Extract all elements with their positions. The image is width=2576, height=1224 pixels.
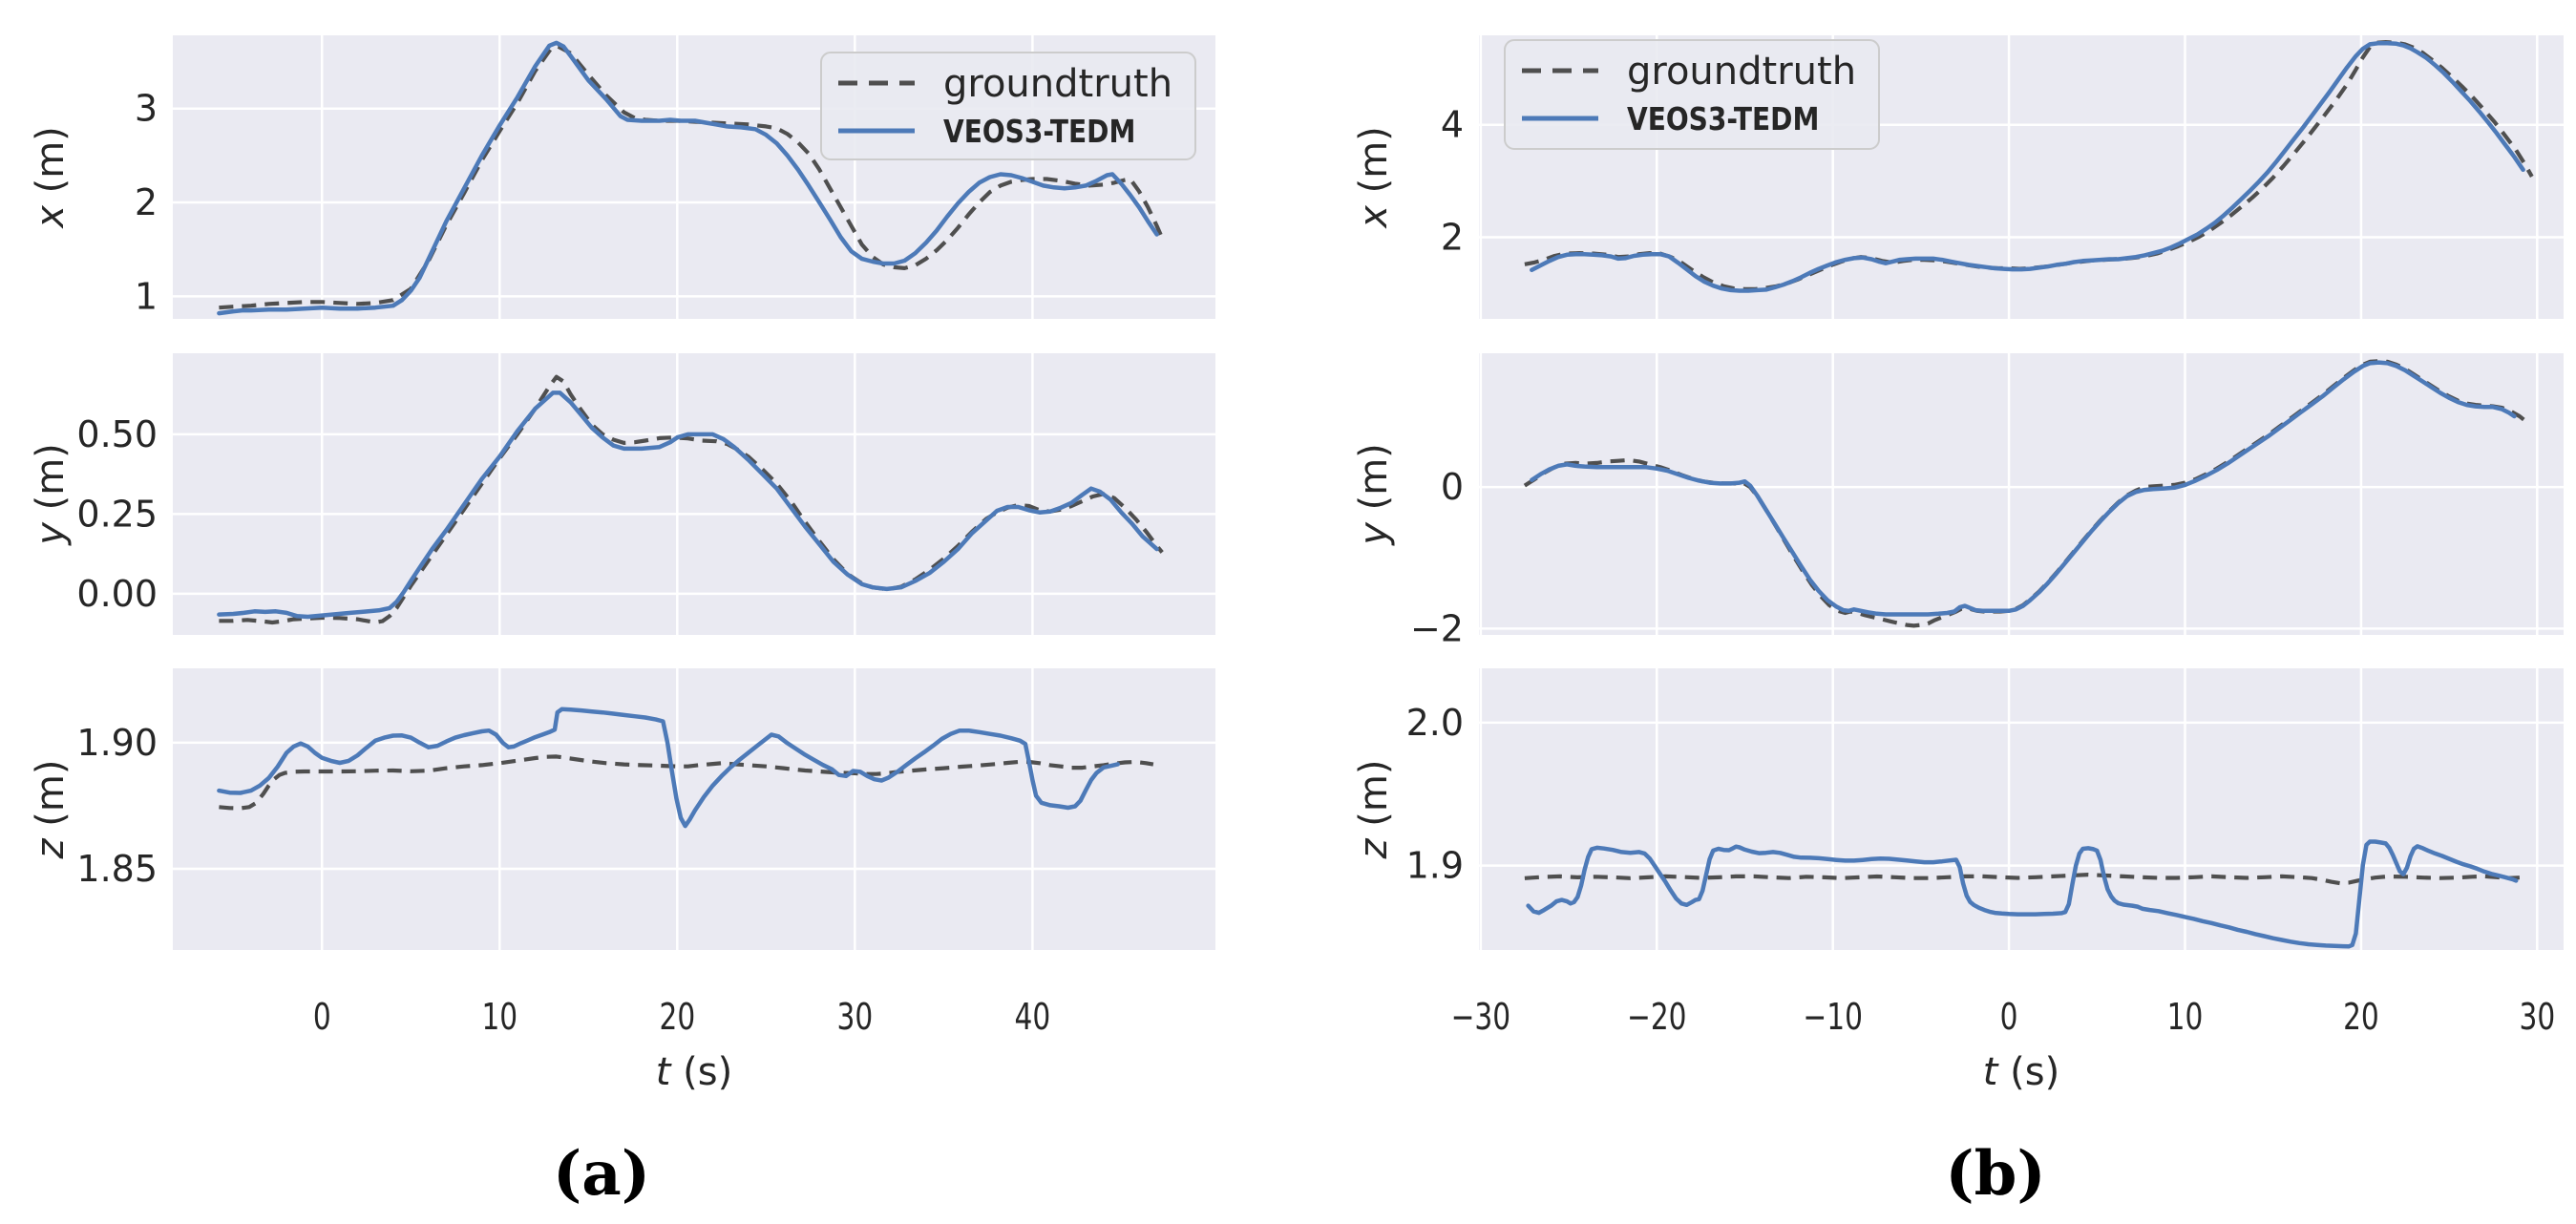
y-axis-label: z (m) bbox=[1352, 760, 1396, 860]
legend-box bbox=[1504, 39, 1880, 150]
y-tick-label: 0.25 bbox=[76, 493, 158, 535]
y-tick-label: 2 bbox=[1441, 217, 1464, 259]
groundtruth-line bbox=[219, 374, 1164, 625]
y-tick-label: 0.00 bbox=[76, 573, 158, 615]
caption-a: (a) bbox=[552, 1138, 651, 1210]
x-tick-label: 0 bbox=[2000, 996, 2018, 1039]
y-tick-label: 0 bbox=[1441, 466, 1464, 508]
x-tick-label: 10 bbox=[2167, 996, 2204, 1039]
veos3-tedm-line bbox=[217, 707, 1120, 829]
x-tick-label: 40 bbox=[1015, 996, 1051, 1039]
x-tick-label: −30 bbox=[1451, 996, 1511, 1039]
x-tick-label: 10 bbox=[481, 996, 517, 1039]
legend-label-veos3-tedm: VEOS3-TEDM bbox=[943, 115, 1135, 151]
x-tick-label: 30 bbox=[2519, 996, 2555, 1039]
veos3-tedm-line bbox=[1530, 40, 2525, 293]
y-axis-label: y (m) bbox=[1352, 443, 1396, 546]
plot-area bbox=[173, 353, 1215, 635]
y-tick-label: 3 bbox=[135, 88, 158, 130]
y-axis-label: y (m) bbox=[29, 443, 73, 546]
caption-b: (b) bbox=[1945, 1138, 2046, 1210]
groundtruth-line bbox=[1524, 873, 2520, 886]
x-tick-label: 30 bbox=[837, 996, 874, 1039]
x-tick-label: 20 bbox=[659, 996, 695, 1039]
x-axis-label: t (s) bbox=[1983, 1050, 2059, 1094]
veos3-tedm-line bbox=[217, 40, 1159, 316]
x-tick-label: 20 bbox=[2343, 996, 2379, 1039]
legend-label-veos3-tedm: VEOS3-TEDM bbox=[1627, 102, 1819, 138]
y-axis-label: z (m) bbox=[29, 760, 73, 860]
veos3-tedm-line bbox=[1526, 839, 2519, 949]
y-axis-label: x (m) bbox=[29, 126, 73, 230]
y-tick-label: 1.85 bbox=[76, 848, 158, 890]
x-tick-label: 0 bbox=[313, 996, 331, 1039]
legend-label-groundtruth: groundtruth bbox=[1627, 50, 1856, 94]
y-axis-label: x (m) bbox=[1352, 126, 1396, 230]
veos3-tedm-line bbox=[1530, 360, 2517, 617]
y-tick-label: 0.50 bbox=[76, 413, 158, 455]
y-tick-label: 2 bbox=[135, 181, 158, 223]
legend-label-groundtruth: groundtruth bbox=[943, 62, 1172, 106]
y-tick-label: 1.90 bbox=[76, 722, 158, 764]
plot-area bbox=[1479, 353, 2564, 635]
veos3-tedm-line bbox=[217, 390, 1159, 620]
y-tick-label: 1.9 bbox=[1406, 845, 1464, 887]
plot-area bbox=[1479, 668, 2564, 950]
y-tick-label: 2.0 bbox=[1406, 702, 1464, 744]
x-axis-label: t (s) bbox=[656, 1050, 732, 1094]
x-tick-label: −20 bbox=[1627, 996, 1687, 1039]
x-tick-label: −10 bbox=[1803, 996, 1863, 1039]
y-tick-label: 4 bbox=[1441, 104, 1464, 146]
y-tick-label: −2 bbox=[1410, 607, 1464, 649]
y-tick-label: 1 bbox=[135, 275, 158, 317]
